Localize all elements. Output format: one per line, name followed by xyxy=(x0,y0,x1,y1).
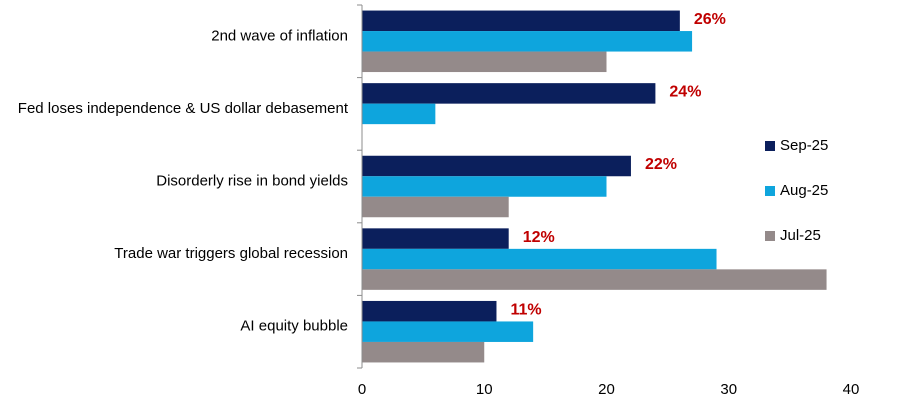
data-label-disorderly-rise-in-bond-yields: 22% xyxy=(645,156,677,173)
bar-jul-25-ai-equity-bubble xyxy=(362,341,485,363)
legend-swatch-jul-25 xyxy=(765,231,775,241)
data-label-trade-war-triggers-global-recession: 12% xyxy=(523,229,555,246)
labels-layer: 2nd wave of inflation 26% Fed loses indepe… xyxy=(18,11,726,335)
legend-swatch-aug-25 xyxy=(765,186,775,196)
legend: Sep-25 Aug-25 Jul-25 xyxy=(765,137,828,244)
data-label-2nd-wave-of-inflation: 26% xyxy=(694,11,726,28)
bars-layer xyxy=(362,10,827,363)
bar-sep-25-ai-equity-bubble xyxy=(362,300,497,322)
bar-aug-25-ai-equity-bubble xyxy=(362,321,534,342)
bar-aug-25-disorderly-rise-in-bond-yields xyxy=(362,176,607,197)
x-tick-label-20: 20 xyxy=(598,381,615,398)
x-tick-label-10: 10 xyxy=(476,381,493,398)
x-tick-label-0: 0 xyxy=(358,381,366,398)
category-label-disorderly-rise-in-bond-yields: Disorderly rise in bond yields xyxy=(156,172,348,189)
bar-aug-25-2nd-wave-of-inflation xyxy=(362,31,693,52)
axes: 0 10 20 30 40 xyxy=(357,4,860,398)
data-label-fed-loses-independence-us-dollar-debasement: 24% xyxy=(669,84,701,101)
legend-label-sep-25: Sep-25 xyxy=(780,137,828,154)
x-tick-label-40: 40 xyxy=(843,381,860,398)
category-label-fed-loses-independence-us-dollar-debasement: Fed loses independence & US dollar debas… xyxy=(18,100,349,117)
legend-label-aug-25: Aug-25 xyxy=(780,182,828,199)
legend-swatch-sep-25 xyxy=(765,141,775,151)
bar-jul-25-disorderly-rise-in-bond-yields xyxy=(362,196,509,218)
bar-jul-25-trade-war-triggers-global-recession xyxy=(362,269,827,290)
bar-sep-25-disorderly-rise-in-bond-yields xyxy=(362,155,631,177)
category-label-2nd-wave-of-inflation: 2nd wave of inflation xyxy=(211,27,348,44)
legend-label-jul-25: Jul-25 xyxy=(780,227,821,244)
category-label-ai-equity-bubble: AI equity bubble xyxy=(240,318,348,335)
bar-aug-25-fed-loses-independence-us-dollar-debasement xyxy=(362,103,436,125)
category-label-trade-war-triggers-global-recession: Trade war triggers global recession xyxy=(114,245,348,262)
bar-aug-25-trade-war-triggers-global-recession xyxy=(362,248,717,270)
x-tick-label-30: 30 xyxy=(720,381,737,398)
bar-sep-25-2nd-wave-of-inflation xyxy=(362,10,680,32)
data-label-ai-equity-bubble: 11% xyxy=(510,301,541,318)
bar-sep-25-fed-loses-independence-us-dollar-debasement xyxy=(362,83,656,104)
bar-jul-25-2nd-wave-of-inflation xyxy=(362,51,607,73)
bar-sep-25-trade-war-triggers-global-recession xyxy=(362,228,509,249)
